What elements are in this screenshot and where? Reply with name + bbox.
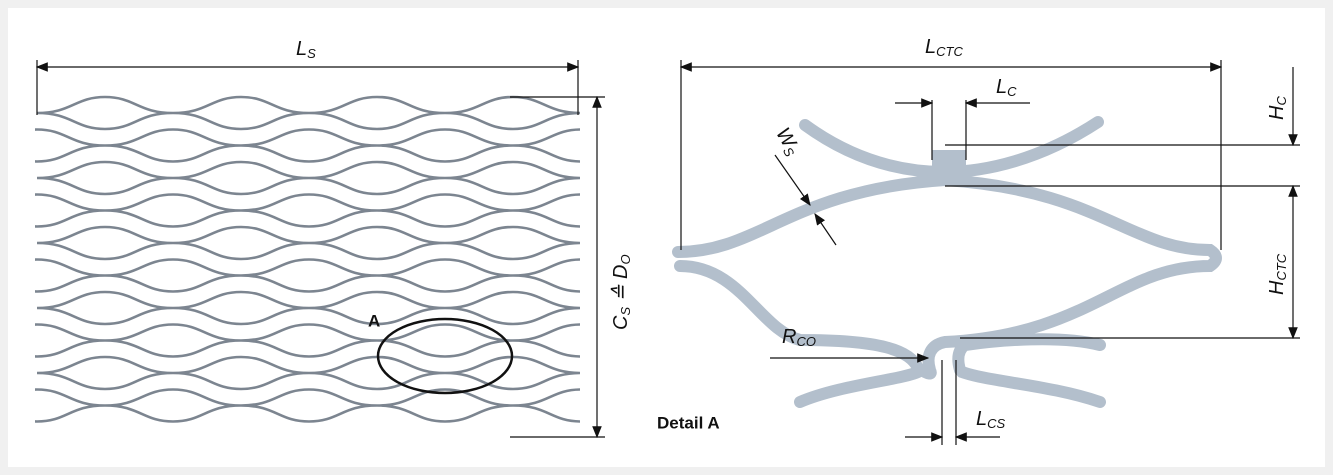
cell <box>444 290 580 326</box>
cell <box>512 128 580 163</box>
detail-ellipse <box>376 317 514 395</box>
detail-struts <box>672 116 1222 408</box>
cell <box>444 355 580 391</box>
cell <box>512 388 580 423</box>
label-ls: LS <box>296 38 316 61</box>
dimension-line <box>814 213 837 246</box>
cell <box>512 193 580 228</box>
label-lcs: LCS <box>976 408 1006 431</box>
cell <box>444 160 580 196</box>
cell <box>444 95 580 131</box>
detail-marker: A <box>368 311 380 330</box>
label-hc: HC <box>1266 96 1289 120</box>
label-hctc: HCTC <box>1266 253 1289 295</box>
cell <box>444 225 580 261</box>
label-rco: RCO <box>782 326 816 349</box>
cell <box>512 323 580 358</box>
caption: Detail A <box>657 413 720 432</box>
dimension-line <box>774 154 811 206</box>
label-lctc: LCTC <box>925 36 963 59</box>
label-cs: CS ≙ DO <box>610 254 633 330</box>
panel <box>8 8 1325 467</box>
stent-mesh <box>35 95 580 423</box>
label-lc: LC <box>996 76 1017 99</box>
cell <box>512 258 580 293</box>
